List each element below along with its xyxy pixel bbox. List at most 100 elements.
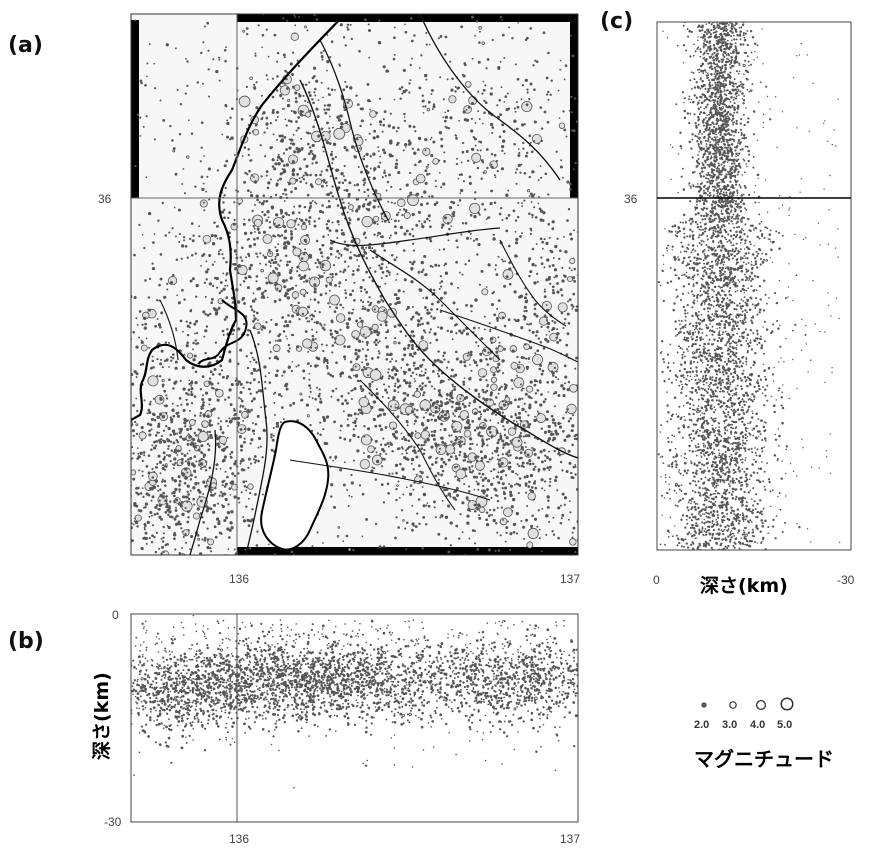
map-epicenter: [505, 193, 509, 197]
map-epicenter: [403, 397, 407, 400]
map-epicenter: [405, 419, 409, 423]
map-epicenter: [212, 58, 215, 61]
map-epicenter: [556, 290, 560, 294]
map-epicenter: [273, 167, 277, 171]
map-epicenter: [443, 291, 447, 295]
panel-c-label: (c): [600, 9, 633, 34]
map-epicenter: [478, 140, 481, 143]
map-epicenter: [363, 190, 366, 194]
map-epicenter: [588, 310, 591, 313]
map-epicenter: [373, 199, 377, 203]
map-epicenter: [303, 274, 307, 277]
map-epicenter: [574, 367, 577, 370]
map-epicenter: [255, 106, 259, 110]
map-epicenter: [543, 288, 546, 291]
map-epicenter: [300, 399, 303, 402]
map-epicenter: [148, 515, 151, 518]
map-epicenter: [117, 451, 120, 454]
map-epicenter: [376, 414, 380, 418]
map-epicenter: [448, 434, 451, 437]
map-epicenter: [381, 300, 385, 303]
map-epicenter: [480, 177, 483, 180]
map-epicenter: [468, 537, 471, 540]
map-epicenter: [200, 407, 203, 411]
map-epicenter: [187, 594, 189, 596]
map-epicenter: [123, 557, 126, 560]
map-epicenter: [141, 470, 144, 473]
map-epicenter: [435, 201, 439, 204]
map-epicenter: [343, 189, 346, 192]
map-epicenter: [300, 218, 304, 222]
map-epicenter: [434, 442, 438, 446]
map-epicenter: [428, 380, 431, 384]
cross-section-hypocenter: [276, 649, 280, 652]
map-epicenter: [307, 220, 311, 223]
map-epicenter: [569, 511, 572, 514]
map-epicenter: [585, 460, 596, 471]
map-epicenter: [347, 265, 350, 268]
map-epicenter: [523, 441, 526, 444]
map-epicenter: [325, 181, 328, 184]
map-epicenter: [512, 497, 516, 502]
map-epicenter: [490, 434, 494, 438]
map-epicenter: [418, 67, 421, 69]
map-epicenter: [140, 340, 144, 345]
map-epicenter: [513, 377, 525, 389]
map-epicenter: [358, 339, 362, 343]
map-epicenter: [242, 419, 245, 422]
map-epicenter: [353, 281, 356, 284]
map-epicenter: [479, 358, 483, 363]
map-epicenter: [244, 548, 247, 551]
map-epicenter: [275, 182, 279, 186]
map-epicenter: [444, 463, 448, 466]
map-epicenter: [295, 120, 298, 123]
map-epicenter: [449, 544, 453, 547]
map-epicenter: [443, 264, 446, 267]
map-epicenter: [370, 357, 374, 360]
map-epicenter: [250, 399, 254, 403]
map-epicenter: [229, 453, 232, 456]
map-epicenter: [246, 381, 249, 384]
map-epicenter: [228, 417, 231, 420]
map-epicenter: [286, 337, 288, 340]
map-epicenter: [469, 350, 473, 354]
map-epicenter: [186, 155, 190, 159]
map-epicenter: [345, 85, 349, 88]
map-epicenter: [224, 398, 227, 401]
map-epicenter: [444, 413, 447, 417]
map-epicenter: [395, 256, 398, 259]
map-epicenter: [146, 75, 148, 78]
panel-b-cross-section: 0 -30 136 137 深さ(km): [90, 608, 580, 846]
map-epicenter: [226, 436, 229, 439]
map-epicenter: [584, 173, 586, 175]
map-epicenter: [134, 19, 137, 22]
map-epicenter: [355, 255, 358, 258]
map-epicenter: [397, 300, 401, 305]
map-epicenter: [356, 379, 360, 383]
map-epicenter: [489, 357, 492, 361]
map-epicenter: [396, 406, 400, 410]
map-epicenter: [380, 235, 384, 239]
map-epicenter: [498, 458, 502, 462]
map-epicenter: [375, 330, 378, 333]
map-epicenter: [443, 427, 447, 432]
map-epicenter: [219, 425, 222, 428]
map-epicenter: [268, 341, 272, 344]
map-epicenter: [580, 509, 583, 512]
map-epicenter: [328, 142, 332, 145]
map-epicenter: [437, 326, 440, 329]
map-epicenter: [209, 489, 212, 492]
map-epicenter: [548, 275, 551, 279]
map-epicenter: [338, 436, 342, 440]
map-epicenter: [551, 421, 554, 424]
map-epicenter: [262, 194, 266, 197]
map-epicenter: [563, 382, 567, 385]
map-epicenter: [395, 159, 398, 162]
map-epicenter: [613, 283, 616, 286]
map-epicenter: [256, 123, 259, 126]
map-epicenter: [397, 341, 401, 345]
map-epicenter: [340, 228, 344, 232]
map-epicenter: [151, 524, 155, 527]
map-epicenter: [534, 59, 537, 62]
map-epicenter: [321, 146, 324, 149]
